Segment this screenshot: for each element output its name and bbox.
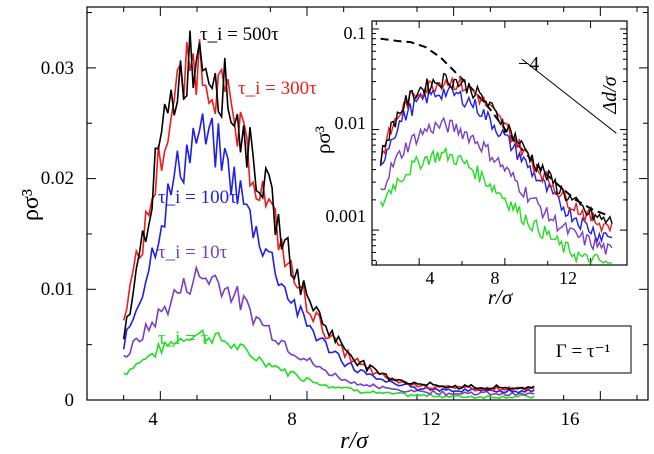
- inset-right-label-delta-d: Δd/σ: [599, 75, 621, 114]
- main-xtick-label-16: 16: [561, 409, 580, 430]
- gamma-annotation: Γ = τ⁻¹: [556, 341, 611, 362]
- main-series-line: [123, 329, 535, 400]
- inset-x-axis-label: r/σ: [488, 285, 514, 309]
- label-tau-10: τ_i = 10τ: [158, 242, 228, 263]
- inset-axis-ticks: [372, 21, 627, 265]
- main-ytick-label-0.03: 0.03: [41, 58, 74, 79]
- label-tau-100: τ_i = 100τ: [158, 187, 237, 208]
- inset-ytick-label-0.1: 0.1: [344, 23, 367, 43]
- main-x-axis-label: r/σ: [340, 428, 369, 454]
- inset-ytick-label-0.001: 0.001: [326, 206, 367, 226]
- inset-series-line: [380, 84, 613, 244]
- inset-slope-reference-line: [521, 58, 617, 134]
- main-y-axis-label: ρσ³: [18, 189, 44, 221]
- main-xtick-label-4: 4: [148, 409, 158, 430]
- inset-xtick-label-8: 8: [491, 268, 500, 288]
- main-xtick-label-12: 12: [422, 409, 441, 430]
- inset-series-lines: [379, 37, 617, 264]
- inset-slope-label: −4: [518, 53, 539, 75]
- main-series-lines: [122, 30, 535, 400]
- inset-y-axis-label: ρσ³: [311, 126, 335, 154]
- gamma-annotation-box: [534, 325, 632, 374]
- main-xtick-label-8: 8: [287, 409, 297, 430]
- main-series-line: [122, 30, 535, 390]
- inset-xtick-label-12: 12: [559, 268, 577, 288]
- main-axis-ticks: [87, 7, 648, 401]
- inset-ytick-label-0.01: 0.01: [335, 113, 367, 133]
- main-ytick-label-0.01: 0.01: [41, 279, 74, 300]
- label-tau-1: τ_i = τ: [158, 328, 209, 349]
- label-tau-300: τ_i = 300τ: [238, 78, 317, 99]
- main-ytick-label-0.02: 0.02: [41, 168, 74, 189]
- inset-xtick-label-4: 4: [426, 268, 435, 288]
- inset-plot-frame: [371, 20, 628, 266]
- main-plot-frame: [86, 6, 649, 401]
- inset-series-line: [379, 146, 612, 264]
- inset-series-line: [379, 72, 613, 224]
- main-ytick-label-0: 0: [65, 390, 75, 411]
- main-series-line: [122, 113, 535, 394]
- main-series-line: [123, 264, 535, 397]
- label-tau-500: τ_i = 500τ: [200, 24, 279, 45]
- inset-series-line: [380, 116, 613, 255]
